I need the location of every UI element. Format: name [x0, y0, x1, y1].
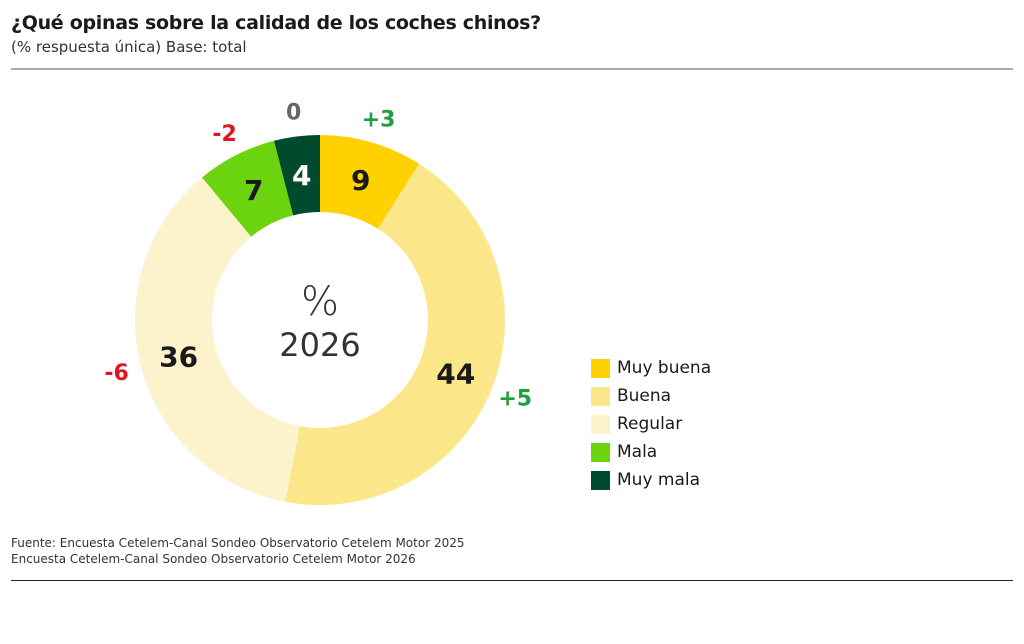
- legend-item: Mala: [591, 438, 711, 466]
- legend: Muy buena Buena Regular Mala Muy mala: [591, 354, 711, 494]
- legend-swatch: [591, 470, 610, 490]
- value-label: 4: [292, 159, 311, 192]
- legend-label: Muy buena: [617, 358, 712, 378]
- chart-subtitle: (% respuesta única) Base: total: [11, 38, 247, 56]
- legend-swatch: [591, 358, 610, 378]
- value-label: 36: [159, 340, 198, 373]
- segment-buena: [285, 163, 506, 506]
- legend-item: Muy buena: [591, 354, 711, 382]
- center-unit: %: [301, 279, 339, 325]
- source-line-2: Encuesta Cetelem-Canal Sondeo Observator…: [11, 552, 416, 566]
- legend-swatch: [591, 442, 610, 462]
- segment-regular: [134, 177, 300, 502]
- legend-label: Regular: [617, 414, 683, 434]
- value-label: 7: [244, 174, 263, 207]
- bottom-divider: [11, 580, 1013, 581]
- change-label: +3: [362, 107, 396, 132]
- center-year: 2026: [279, 326, 360, 364]
- change-label: -6: [104, 361, 128, 386]
- segment-mala: [202, 140, 294, 237]
- legend-item: Muy mala: [591, 466, 711, 494]
- change-label: +5: [498, 386, 532, 411]
- segment-muy-buena: [320, 135, 420, 229]
- legend-label: Muy mala: [617, 470, 701, 490]
- legend-item: Buena: [591, 382, 711, 410]
- legend-label: Mala: [617, 442, 658, 462]
- legend-item: Regular: [591, 410, 711, 438]
- value-label: 9: [351, 164, 370, 197]
- value-label: 44: [436, 358, 475, 391]
- top-divider: [11, 68, 1013, 70]
- source-line-1: Fuente: Encuesta Cetelem-Canal Sondeo Ob…: [11, 536, 465, 550]
- source-note: Fuente: Encuesta Cetelem-Canal Sondeo Ob…: [11, 535, 465, 567]
- donut-chart: % 2026 9 +3 44 +5 36 -6 7 -2 4 0: [104, 101, 532, 506]
- chart-title: ¿Qué opinas sobre la calidad de los coch…: [11, 12, 541, 34]
- legend-swatch: [591, 386, 610, 406]
- legend-swatch: [591, 414, 610, 434]
- change-label: 0: [286, 101, 301, 126]
- segment-muy-mala: [273, 135, 320, 216]
- legend-label: Buena: [617, 386, 672, 406]
- change-label: -2: [212, 122, 236, 147]
